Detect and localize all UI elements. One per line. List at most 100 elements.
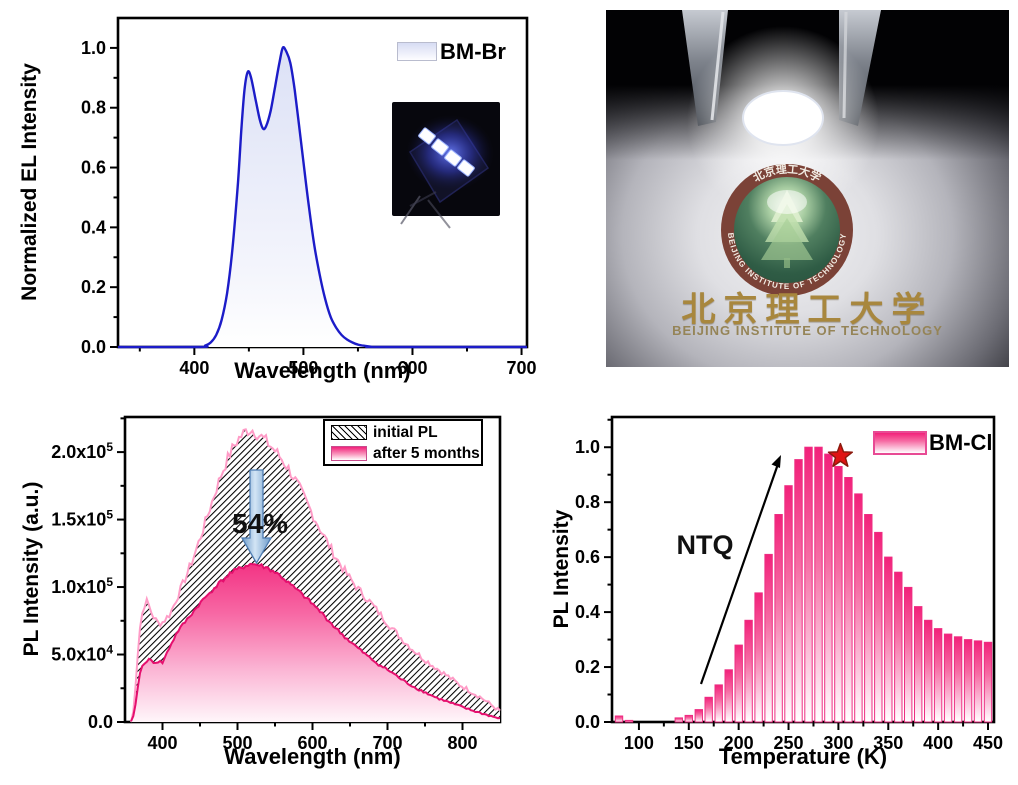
- ntq-arrow-line: [699, 463, 780, 685]
- decay-percent-annotation: 54%: [231, 508, 289, 539]
- pl-aging-legend-box: initial PL after 5 months: [323, 419, 483, 466]
- svg-text:0.0: 0.0: [88, 712, 113, 732]
- bar-200K: [734, 644, 743, 723]
- initial-pl-hatch-swatch: [331, 425, 367, 440]
- ntq-y-axis-title: PL Intensity: [550, 509, 573, 629]
- university-name-chinese: 北京理工大学: [681, 291, 934, 329]
- bm-br-legend-label: BM-Br: [440, 39, 506, 64]
- svg-text:100: 100: [624, 733, 654, 753]
- tweezers-led-layer: [682, 10, 881, 218]
- bar-140K: [674, 717, 683, 723]
- bm-cl-legend-label: BM-Cl: [929, 430, 993, 455]
- bar-440K: [973, 640, 983, 723]
- temperature-dependence-frame: [610, 415, 996, 724]
- svg-text:200: 200: [724, 733, 754, 753]
- svg-text:400: 400: [147, 733, 177, 753]
- bar-280K: [814, 446, 823, 723]
- el-x-axis-title: Wavelength (nm): [234, 358, 411, 383]
- svg-text:1.0: 1.0: [81, 38, 106, 58]
- bar-150K: [684, 714, 693, 723]
- svg-text:2.0x105: 2.0x105: [51, 440, 113, 462]
- bar-340K: [874, 531, 883, 723]
- university-name-english: BEIJING INSTITUTE OF TECHNOLOGY: [672, 323, 943, 338]
- svg-text:0.4: 0.4: [575, 602, 600, 622]
- bar-250K: [784, 485, 793, 723]
- temperature-bars: [614, 446, 993, 723]
- bar-370K: [904, 586, 913, 723]
- initial-pl-curve: [130, 428, 501, 723]
- svg-text:0.2: 0.2: [575, 657, 600, 677]
- after-5-months-label: after 5 months: [373, 444, 480, 462]
- svg-text:0.6: 0.6: [81, 158, 106, 178]
- el-y-axis-title: Normalized EL Intensity: [18, 63, 41, 301]
- svg-text:800: 800: [447, 733, 477, 753]
- bm-cl-legend-swatch: [873, 431, 927, 455]
- bar-330K: [864, 514, 873, 723]
- bar-180K: [714, 684, 723, 723]
- svg-text:500: 500: [222, 733, 252, 753]
- bar-380K: [914, 606, 923, 723]
- svg-text:0.2: 0.2: [81, 277, 106, 297]
- svg-text:0.4: 0.4: [81, 217, 106, 237]
- temperature-dependence-tick-labels: 100 150 200 250 300 350 400 450 0.0 0.2 0.4 0.6 0.8 1…: [575, 437, 1003, 753]
- bar-360K: [894, 571, 903, 723]
- pl-aging-x-axis-title: Wavelength (nm): [224, 744, 401, 769]
- bar-240K: [774, 514, 783, 723]
- device-photo: 北京理工大学 BEIJING INSTITUTE OF TECHNOLOGY 北…: [606, 10, 1009, 367]
- svg-text:600: 600: [297, 733, 327, 753]
- svg-text:700: 700: [507, 358, 537, 378]
- el-curve: [117, 45, 527, 349]
- bar-90K: [624, 719, 634, 723]
- bar-350K: [884, 556, 893, 723]
- svg-text:0.8: 0.8: [575, 492, 600, 512]
- pl-aging-tick-labels: 400 500 600 700 800 0.0 5.0x104 1.0x105 1.5x105 2…: [51, 440, 477, 753]
- svg-text:5.0x104: 5.0x104: [51, 643, 113, 665]
- bar-310K: [844, 477, 853, 723]
- pl-aging-ticks: [117, 417, 464, 730]
- ntq-arrow-head: [771, 455, 781, 468]
- svg-text:450: 450: [973, 733, 1003, 753]
- bar-170K: [704, 696, 713, 723]
- bar-190K: [724, 669, 733, 723]
- bar-400K: [933, 628, 943, 723]
- led-dome: [743, 91, 823, 145]
- bar-270K: [804, 446, 813, 723]
- svg-text:350: 350: [873, 733, 903, 753]
- bar-290K: [824, 453, 833, 723]
- svg-text:150: 150: [674, 733, 704, 753]
- bar-260K: [794, 459, 803, 723]
- legend-row-after-5-months: after 5 months: [331, 444, 481, 463]
- bm-br-legend-swatch: [397, 42, 437, 61]
- ntq-x-axis-title: Temperature (K): [718, 744, 888, 769]
- initial-pl-label: initial PL: [373, 423, 438, 441]
- temperature-dependence-ticks: [604, 418, 990, 730]
- bar-230K: [764, 553, 773, 723]
- legend-row-initial-pl: initial PL: [331, 423, 481, 442]
- el-spectrum-ticks: [110, 46, 523, 355]
- svg-text:0.6: 0.6: [575, 547, 600, 567]
- svg-text:0.0: 0.0: [575, 712, 600, 732]
- bar-410K: [943, 633, 953, 723]
- svg-text:1.0: 1.0: [575, 437, 600, 457]
- bar-320K: [854, 493, 863, 723]
- star-marker: [827, 442, 854, 467]
- seal-top-arc-text: 北京理工大学: [751, 163, 824, 185]
- bar-430K: [963, 639, 973, 723]
- after-5-months-curve: [130, 562, 501, 722]
- el-spectrum-tick-labels: 400 500 600 700 0.0 0.2 0.4 0.6 0.8 1.0: [81, 38, 537, 378]
- svg-text:0.8: 0.8: [81, 98, 106, 118]
- after-5-months-area: [131, 563, 500, 722]
- decay-down-arrow: [240, 469, 273, 565]
- svg-text:250: 250: [774, 733, 804, 753]
- bar-450K: [983, 641, 993, 723]
- svg-text:400: 400: [179, 358, 209, 378]
- svg-text:0.0: 0.0: [81, 337, 106, 357]
- after-5-months-swatch: [331, 446, 367, 461]
- bar-420K: [953, 636, 963, 723]
- bar-160K: [694, 709, 703, 723]
- bar-300K: [834, 466, 843, 723]
- svg-text:300: 300: [823, 733, 853, 753]
- svg-text:600: 600: [397, 358, 427, 378]
